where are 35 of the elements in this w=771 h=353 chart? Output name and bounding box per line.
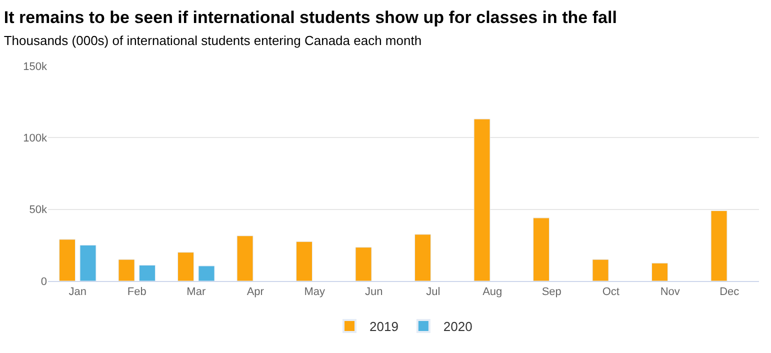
bar — [474, 118, 490, 281]
y-tick-label: 150k — [23, 60, 48, 73]
bar — [710, 210, 728, 281]
bar — [178, 252, 194, 281]
bar — [414, 234, 432, 281]
x-tick-label: Aug — [482, 286, 502, 298]
x-tick-label: May — [304, 286, 326, 298]
x-tick-label: Feb — [127, 286, 146, 298]
x-tick-label: Sep — [542, 286, 562, 298]
bar — [198, 266, 215, 281]
bar — [80, 244, 96, 281]
chart-subtitle: Thousands (000s) of international students entering Canada each month — [4, 33, 422, 48]
x-tick-label: Dec — [720, 286, 740, 298]
x-tick-label: Apr — [246, 286, 264, 298]
bar — [236, 236, 254, 281]
legend-label: 2019 — [370, 319, 398, 334]
x-tick-label: Jan — [68, 286, 87, 298]
bar — [533, 218, 550, 281]
x-tick-label: Oct — [602, 286, 620, 298]
x-tick-label: Mar — [186, 286, 206, 298]
bar — [652, 262, 668, 281]
y-tick-label: 50k — [29, 204, 48, 216]
y-tick-label: 0 — [40, 276, 47, 288]
x-tick-label: Jun — [365, 286, 383, 298]
bar — [139, 264, 156, 281]
chart-title: It remains to be seen if international students show up for classes in the fall — [4, 8, 617, 27]
bar — [296, 241, 313, 281]
x-tick-label: Nov — [660, 286, 680, 298]
bar — [118, 259, 135, 281]
x-tick-label: Jul — [426, 286, 440, 298]
bar — [59, 239, 76, 281]
y-tick-label: 100k — [23, 132, 48, 145]
bar — [355, 247, 372, 281]
bar — [592, 259, 609, 281]
legend-label: 2020 — [443, 319, 472, 334]
